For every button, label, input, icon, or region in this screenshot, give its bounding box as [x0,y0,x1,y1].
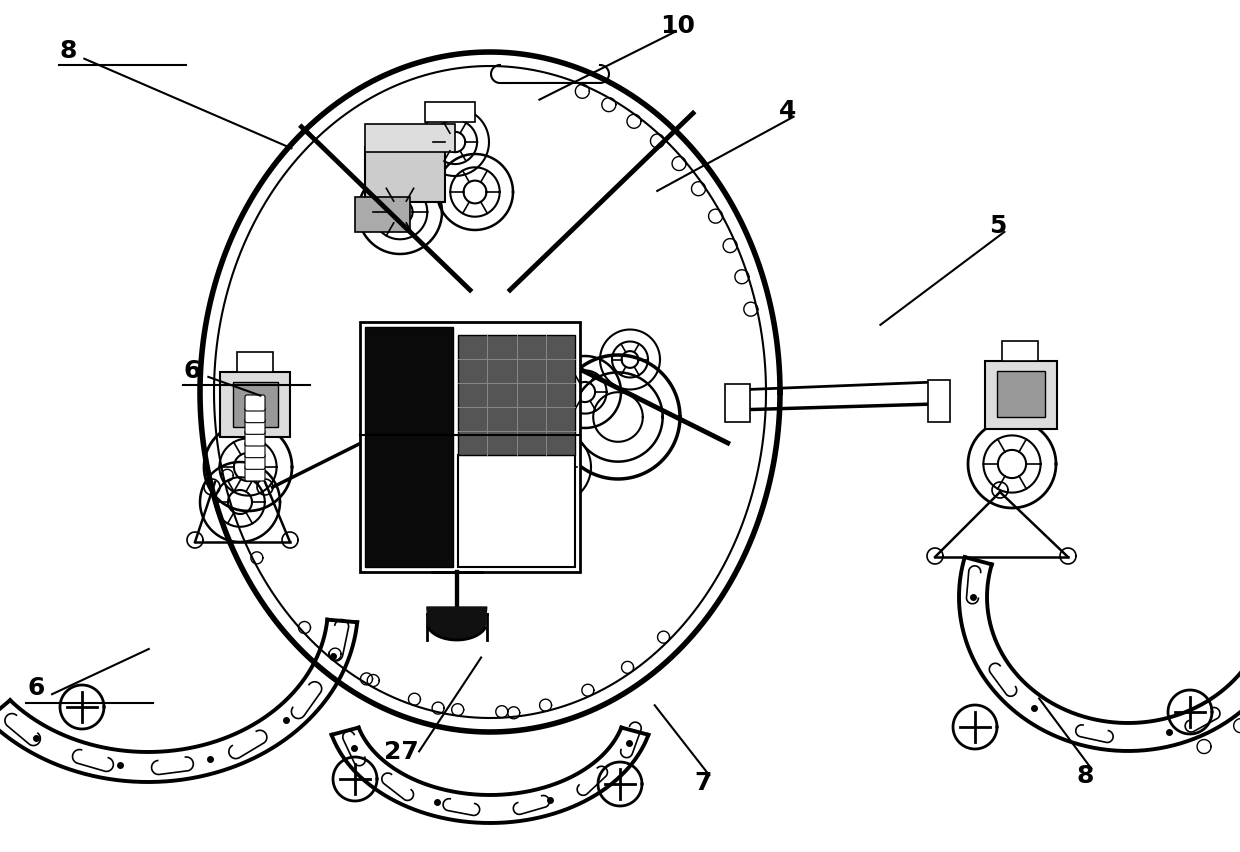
Bar [458,335,575,455]
Bar [237,353,273,372]
Bar [458,455,575,567]
Text: 8: 8 [60,39,77,63]
FancyBboxPatch shape [246,442,265,458]
Bar [365,125,455,153]
Text: 10: 10 [660,14,694,37]
Text: 6: 6 [27,676,45,699]
Bar [928,381,950,423]
Bar [365,148,445,203]
Bar [360,323,580,573]
Bar [233,383,278,428]
Bar [997,371,1045,417]
Text: 4: 4 [779,99,796,123]
FancyBboxPatch shape [246,465,265,481]
Bar [355,198,410,233]
FancyBboxPatch shape [246,407,265,423]
Text: 6: 6 [184,359,201,383]
Bar [725,384,750,423]
Bar [365,328,453,567]
Bar [425,103,475,123]
Text: 27: 27 [384,740,419,763]
Bar [1002,342,1038,361]
Text: 8: 8 [1076,763,1094,787]
Text: 5: 5 [990,214,1007,238]
FancyBboxPatch shape [246,454,265,469]
Bar [219,372,290,437]
FancyBboxPatch shape [246,419,265,435]
FancyBboxPatch shape [246,430,265,446]
Text: 7: 7 [694,770,712,794]
Bar [985,361,1056,429]
Polygon shape [427,607,487,640]
FancyBboxPatch shape [246,395,265,412]
